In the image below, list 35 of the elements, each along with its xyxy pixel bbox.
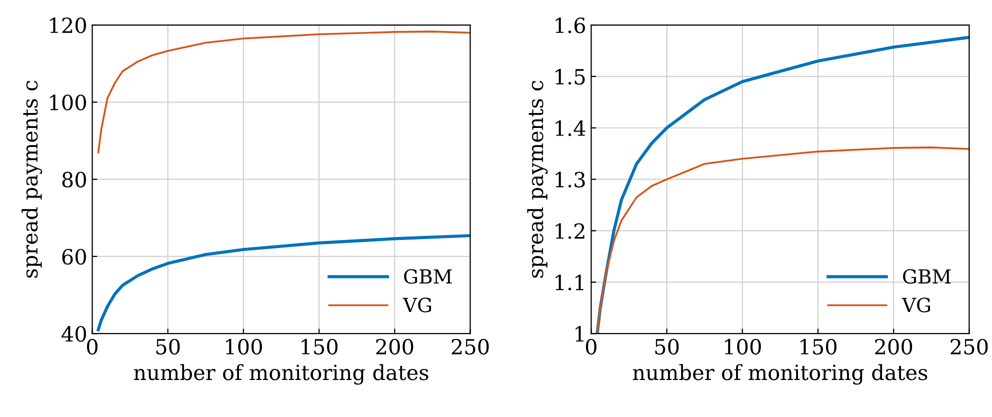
y-tick-label: 1 [576,326,584,342]
y-tick-label: 1.4 [556,120,586,136]
legend-label: GBM [404,269,452,284]
y-tick-label: 120 [50,17,86,34]
legend-label: VG [402,298,432,312]
x-tick-label: 50 [156,338,180,355]
y-axis-title: spread payments c [527,80,548,278]
legend-label: GBM [903,269,951,284]
x-tick-label: 200 [875,338,912,355]
y-tick-label: 80 [62,172,86,188]
x-axis-title: number of monitoring dates [134,364,428,385]
y-axis-title: spread payments c [22,80,42,278]
y-tick-label: 1.2 [556,223,584,239]
y-tick-label: 100 [50,94,86,110]
y-tick-label: 1.5 [556,68,585,85]
x-tick-label: 100 [226,338,262,355]
y-tick-label: 1.6 [556,17,586,34]
line-series [97,30,470,154]
x-tick-label: 0 [87,338,98,355]
x-tick-label: 50 [655,338,679,355]
y-tick-label: 60 [62,248,86,265]
x-tick-label: 200 [376,338,414,355]
x-tick-label: 0 [586,338,596,355]
y-tick-label: 40 [62,326,86,342]
x-tick-label: 100 [725,338,761,355]
y-tick-label: 1.1 [556,274,584,290]
legend-label: VG [902,298,930,312]
line-series [596,146,970,334]
x-tick-label: 150 [800,338,836,355]
x-tick-label: 250 [950,338,988,355]
x-axis-title: number of monitoring dates [632,364,928,385]
line-series [96,234,470,332]
x-tick-label: 150 [302,338,338,355]
y-tick-label: 1.3 [556,172,585,188]
x-tick-label: 250 [452,338,489,355]
